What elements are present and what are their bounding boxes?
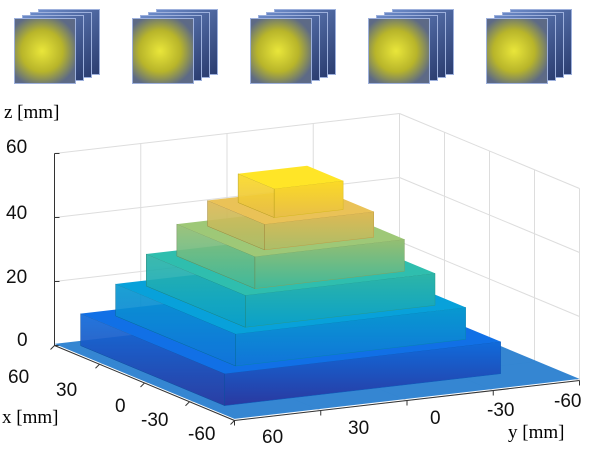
- thumbnail-image: [486, 6, 576, 96]
- thumbnail-layer: [250, 18, 312, 84]
- thumbnail-layer: [486, 18, 548, 84]
- x-tick: 30: [56, 380, 78, 401]
- x-tick-mark: [230, 420, 235, 425]
- y-axis-label: y [mm]: [508, 422, 565, 443]
- x-axis-label: x [mm]: [2, 407, 59, 428]
- thumbnail-image: [14, 6, 104, 96]
- thumbnail-layer: [368, 18, 430, 84]
- x-tick: 0: [115, 396, 126, 417]
- y-tick: 30: [348, 418, 370, 439]
- x-tick: -30: [141, 410, 169, 431]
- thumbnail-layer: [132, 18, 194, 84]
- z-tick: 60: [6, 137, 28, 158]
- y-tick: -30: [487, 400, 515, 421]
- x-tick: -60: [188, 424, 216, 445]
- thumbnail-image: [132, 6, 222, 96]
- thumbnail-image: [250, 6, 340, 96]
- x-tick-mark: [50, 345, 55, 350]
- tier-top: [238, 165, 344, 189]
- z-tick: 40: [6, 203, 28, 224]
- thumbnail-image: [368, 6, 458, 96]
- z-tick: 20: [6, 267, 28, 288]
- y-tick: 60: [262, 427, 284, 448]
- y-tick: -60: [554, 391, 582, 412]
- z-tick: 0: [17, 330, 28, 351]
- x-tick: 60: [8, 367, 30, 388]
- x-tick-mark: [185, 401, 190, 407]
- y-tick: 0: [430, 408, 441, 429]
- z-axis-label: z [mm]: [4, 102, 60, 123]
- thumbnail-layer: [14, 18, 76, 84]
- x-tick-mark: [140, 382, 145, 388]
- x-tick-mark: [95, 363, 100, 369]
